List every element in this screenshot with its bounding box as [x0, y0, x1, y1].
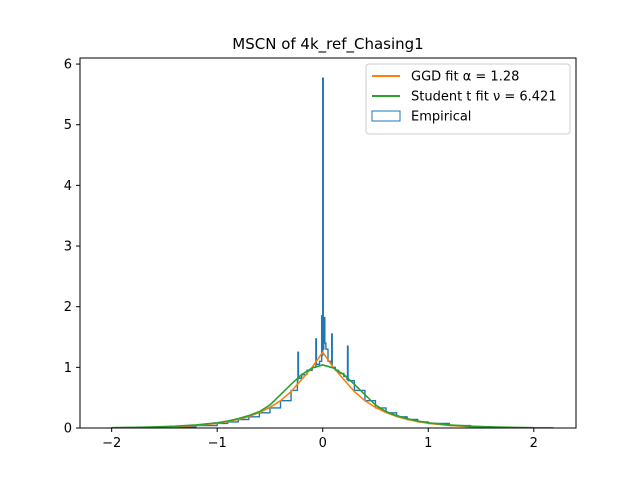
plot-frame: [79, 57, 577, 429]
y-tick-label: 0: [64, 422, 72, 437]
x-tick-label: 2: [530, 436, 538, 451]
y-axis: 0 1 2 3 4 5 6: [64, 58, 80, 437]
x-tick-label: 1: [424, 436, 432, 451]
y-tick-label: 5: [64, 118, 72, 133]
x-tick-label: 0: [319, 436, 327, 451]
x-tick-label: −1: [208, 436, 227, 451]
series-layer: [110, 77, 554, 428]
legend-label: Empirical: [411, 110, 471, 125]
student-t-fit-line: [111, 364, 534, 428]
y-tick-label: 3: [64, 240, 72, 255]
legend-box: [365, 63, 571, 135]
plot-area: [79, 57, 577, 429]
x-axis: −2 −1 0 1 2: [102, 428, 538, 451]
legend-label: Student t fit ν = 6.421: [411, 90, 557, 105]
y-tick-label: 6: [64, 58, 72, 73]
y-tick-label: 4: [64, 179, 72, 194]
legend-swatch-empirical: [371, 110, 401, 122]
legend-label: GGD fit α = 1.28: [411, 70, 519, 85]
legend: GGD fit α = 1.28 Student t fit ν = 6.421 E…: [365, 63, 571, 135]
y-tick-label: 1: [64, 361, 72, 376]
chart-title: MSCN of 4k_ref_Chasing1: [232, 35, 423, 54]
ggd-fit-line: [111, 351, 534, 428]
x-tick-label: −2: [102, 436, 121, 451]
y-tick-label: 2: [64, 300, 72, 315]
